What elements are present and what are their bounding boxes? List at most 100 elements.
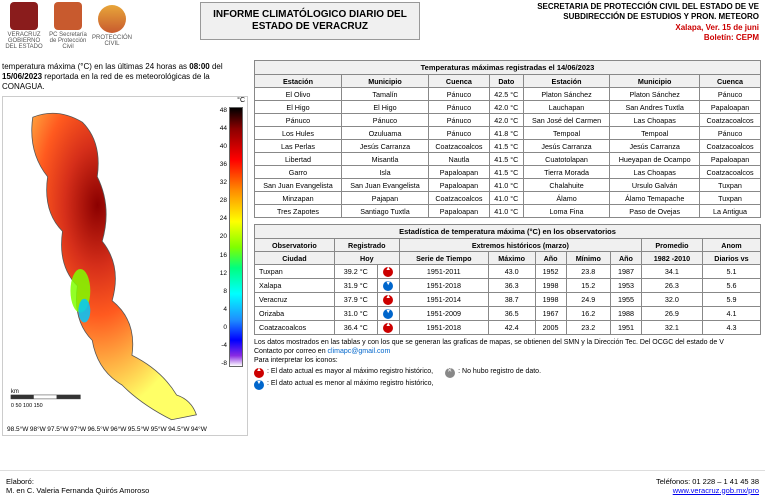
arrow-up-icon: [383, 323, 393, 333]
cell: Libertad: [255, 153, 342, 166]
cell-max: 36.5: [488, 307, 535, 321]
cell: Tempoal: [610, 127, 700, 140]
cell: Las Perlas: [255, 140, 342, 153]
map-desc-text: del: [212, 62, 223, 71]
left-panel: temperatura máxima (°C) en las últimas 2…: [0, 58, 250, 468]
cell-anom: 5.1: [702, 265, 760, 279]
cell: 41.8 °C: [489, 127, 523, 140]
cell: Paso de Ovejas: [610, 205, 700, 218]
table-row: LibertadMisantlaNautla41.5 °CCuatotolapa…: [255, 153, 761, 166]
observatory-table: Observatorio Registrado Extremos históri…: [254, 238, 761, 335]
map-description: temperatura máxima (°C) en las últimas 2…: [2, 62, 248, 96]
colorbar-tick: 48: [220, 107, 227, 114]
cell-max: 42.4: [488, 321, 535, 335]
axis-tick: 94°W: [191, 426, 207, 433]
cell: Jesús Carranza: [523, 140, 610, 153]
cell: Garro: [255, 166, 342, 179]
cell-hoy: 36.4 °C: [334, 321, 377, 335]
colorbar-tick: 40: [220, 143, 227, 150]
table-row: Observatorio Registrado Extremos históri…: [255, 239, 761, 252]
cell: Papaloapan: [700, 101, 761, 114]
cell: San José del Carmen: [523, 114, 610, 127]
colorbar-tick: 32: [220, 179, 227, 186]
notes-source: Los datos mostrados en las tablas y con …: [254, 339, 761, 348]
axis-tick: 96.5°W: [88, 426, 109, 433]
logo-label: PC Secretaría de Protección Civil: [48, 32, 88, 50]
colorbar-title: °C: [237, 97, 245, 104]
cell-city: Xalapa: [255, 279, 335, 293]
footer-web-link[interactable]: www.veracruz.gob.mx/pro: [673, 486, 759, 495]
map-desc-date: 15/06/2023: [2, 72, 42, 81]
cell: Tres Zapotes: [255, 205, 342, 218]
cell-minyr: 1988: [610, 307, 641, 321]
cell-prom: 34.1: [641, 265, 702, 279]
colorbar-tick: 28: [220, 197, 227, 204]
logo-veracruz: VERACRUZ GOBIERNO DEL ESTADO: [4, 2, 44, 50]
col-header: Estación: [523, 75, 610, 88]
cell-serie: 1951-2018: [399, 321, 488, 335]
logo-row: VERACRUZ GOBIERNO DEL ESTADO PC Secretar…: [0, 2, 200, 50]
logo-label: PROTECCIÓN CIVIL: [92, 35, 132, 47]
cell-prom: 26.3: [641, 279, 702, 293]
arrow-down-icon: [383, 309, 393, 319]
legend-text: : El dato actual es mayor al máximo regi…: [267, 368, 433, 377]
colorbar-labels: 48444036322824201612840-4-8: [220, 107, 227, 367]
cell: Papaloapan: [428, 166, 489, 179]
cell-icon: [377, 265, 399, 279]
cell-min: 23.2: [566, 321, 610, 335]
colorbar-tick: 8: [220, 288, 227, 295]
colorbar-tick: -8: [220, 360, 227, 367]
colorbar-tick: 36: [220, 161, 227, 168]
notes-legend-title: Para interpretar los iconos:: [254, 357, 761, 366]
cell: 41.0 °C: [489, 205, 523, 218]
cell-prom: 26.9: [641, 307, 702, 321]
legend-text: : El dato actual es menor al máximo regi…: [267, 380, 434, 389]
cell: Chalahuite: [523, 179, 610, 192]
cell: Jesús Carranza: [341, 140, 428, 153]
cell: Coatzacoalcos: [428, 140, 489, 153]
colorbar-tick: 4: [220, 306, 227, 313]
cell-city: Tuxpan: [255, 265, 335, 279]
cell-prom: 32.1: [641, 321, 702, 335]
bulletin-id: Boletín: CEPM: [420, 33, 759, 43]
map-svg: km 0 50 100 150: [3, 97, 247, 435]
agency-line-1: SECRETARIA DE PROTECCIÓN CIVIL DEL ESTAD…: [420, 2, 759, 12]
cell-maxyr: 1998: [535, 279, 566, 293]
agency-line-2: SUBDIRECCIÓN DE ESTUDIOS Y PRON. METEORO: [420, 12, 759, 22]
cell: Papaloapan: [428, 205, 489, 218]
cell: 42.5 °C: [489, 88, 523, 101]
pc-nac-icon: [98, 5, 126, 33]
cell-minyr: 1951: [610, 321, 641, 335]
cell-max: 43.0: [488, 265, 535, 279]
scale-bar-seg: [57, 395, 81, 399]
legend-text: : No hubo registro de dato.: [458, 368, 541, 377]
cell: San Juan Evangelista: [341, 179, 428, 192]
cell: Las Choapas: [610, 166, 700, 179]
max-temp-table: EstaciónMunicipioCuencaDatoEstaciónMunic…: [254, 74, 761, 218]
cell-min: 16.2: [566, 307, 610, 321]
arrow-down-icon: [383, 281, 393, 291]
arrow-up-icon: [383, 267, 393, 277]
col-header: Municipio: [610, 75, 700, 88]
cell: 42.0 °C: [489, 101, 523, 114]
table-row: Coatzacoalcos36.4 °C1951-201842.4200523.…: [255, 321, 761, 335]
no-data-icon: [445, 368, 455, 378]
cell-max: 38.7: [488, 293, 535, 307]
cell-maxyr: 1952: [535, 265, 566, 279]
cell: Coatzacoalcos: [428, 192, 489, 205]
cell: Nautla: [428, 153, 489, 166]
shield-icon: [10, 2, 38, 30]
col-header: Estación: [255, 75, 342, 88]
cell-icon: [377, 279, 399, 293]
notes-contact: Contacto por correo en climapc@gmail.com: [254, 348, 761, 357]
axis-tick: 96°W: [110, 426, 126, 433]
contact-email-link[interactable]: climapc@gmail.com: [328, 348, 391, 355]
legend-up: : El dato actual es mayor al máximo regi…: [254, 368, 433, 378]
cell: 42.0 °C: [489, 114, 523, 127]
col-min: Mínimo: [566, 252, 610, 265]
axis-tick: 94.5°W: [168, 426, 189, 433]
footer-left: Elaboró: M. en C. Valeria Fernanda Quiró…: [6, 477, 149, 495]
cell: San Juan Evangelista: [255, 179, 342, 192]
pc-icon: [54, 2, 82, 30]
cell: Pánuco: [700, 127, 761, 140]
